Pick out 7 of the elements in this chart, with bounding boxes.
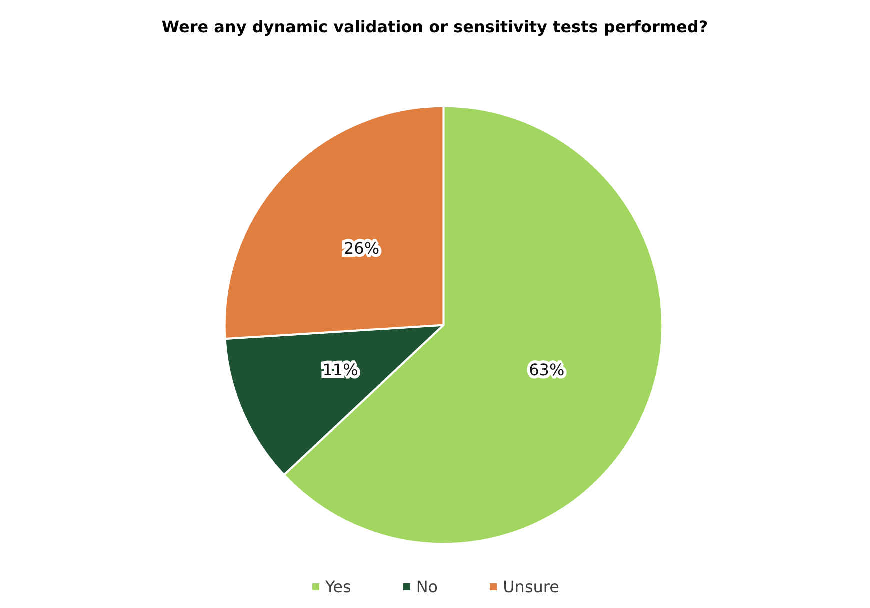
legend-label: No — [416, 578, 438, 596]
chart-title: Were any dynamic validation or sensitivity tests performed? — [162, 18, 708, 36]
legend-label: Yes — [324, 578, 352, 596]
data-label: 11% — [322, 360, 358, 380]
legend-label: Unsure — [503, 578, 560, 596]
data-label: 63% — [529, 360, 565, 380]
data-label: 26% — [344, 238, 380, 258]
